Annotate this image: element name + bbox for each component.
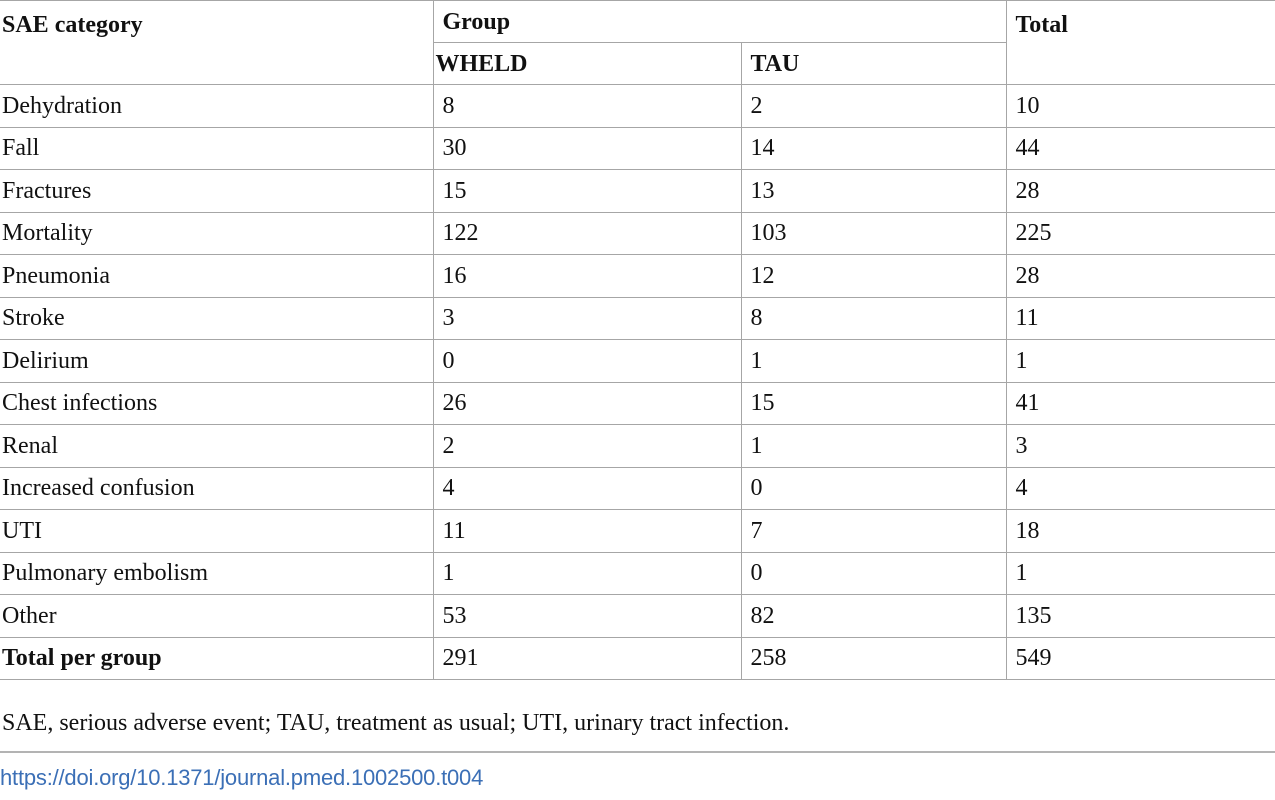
table-row: Dehydration 8 2 10: [0, 84, 1275, 128]
cell-tau: 82: [740, 594, 1007, 638]
header-tau: TAU: [740, 42, 1006, 85]
cell-wheld: 3: [432, 296, 742, 340]
cell-wheld: 0: [432, 339, 742, 383]
sae-table-container: SAE category Group Total WHELD TAU Dehyd…: [0, 0, 1275, 680]
cell-tau: 1: [740, 339, 1007, 383]
cell-total: 1: [1005, 551, 1275, 595]
divider: [0, 751, 1275, 753]
cell-tau: 13: [740, 169, 1007, 213]
cell-total: 41: [1005, 381, 1275, 425]
cell-total: 1: [1005, 339, 1275, 383]
table-header-row: SAE category Group Total: [0, 0, 1275, 85]
cell-wheld: 15: [432, 169, 742, 213]
table-row: Stroke 3 8 11: [0, 296, 1275, 340]
cell-wheld-total: 291: [432, 636, 742, 680]
cell-total: 225: [1005, 211, 1275, 255]
cell-total: 3: [1005, 424, 1275, 468]
cell-total: 4: [1005, 466, 1275, 510]
cell-total: 18: [1005, 509, 1275, 553]
sae-table: SAE category Group Total WHELD TAU Dehyd…: [0, 0, 1275, 680]
cell-tau: 103: [740, 211, 1007, 255]
table-row: Fall 30 14 44: [0, 126, 1275, 170]
header-sae-category: SAE category: [0, 0, 434, 85]
table-row: Pulmonary embolism 1 0 1: [0, 551, 1275, 595]
cell-tau: 15: [740, 381, 1007, 425]
table-row: UTI 11 7 18: [0, 509, 1275, 553]
table-row: Chest infections 26 15 41: [0, 381, 1275, 425]
table-row: Renal 2 1 3: [0, 424, 1275, 468]
table-total-row: Total per group 291 258 549: [0, 636, 1275, 680]
cell-total: 11: [1005, 296, 1275, 340]
table-row: Delirium 0 1 1: [0, 339, 1275, 383]
header-wheld: WHELD: [433, 42, 742, 85]
table-row: Mortality 122 103 225: [0, 211, 1275, 255]
cell-wheld: 2: [432, 424, 742, 468]
cell-category: Pulmonary embolism: [0, 551, 434, 595]
cell-category: Fall: [0, 126, 434, 170]
table-footnote: SAE, serious adverse event; TAU, treatme…: [2, 710, 790, 736]
table-subheader-row: WHELD TAU: [0, 42, 1275, 85]
cell-tau: 7: [740, 509, 1007, 553]
cell-tau-total: 258: [740, 636, 1007, 680]
cell-wheld: 1: [432, 551, 742, 595]
cell-category: Delirium: [0, 339, 434, 383]
cell-wheld: 30: [432, 126, 742, 170]
cell-category: Pneumonia: [0, 254, 434, 298]
cell-category: Stroke: [0, 296, 434, 340]
doi-link[interactable]: https://doi.org/10.1371/journal.pmed.100…: [0, 765, 484, 790]
cell-wheld: 53: [432, 594, 742, 638]
cell-total: 28: [1005, 169, 1275, 213]
cell-tau: 0: [740, 551, 1007, 595]
cell-total-label: Total per group: [0, 636, 434, 680]
cell-tau: 0: [740, 466, 1007, 510]
cell-category: Renal: [0, 424, 434, 468]
header-total: Total: [1005, 0, 1275, 85]
cell-category: Fractures: [0, 169, 434, 213]
cell-tau: 8: [740, 296, 1007, 340]
cell-category: Chest infections: [0, 381, 434, 425]
cell-category: UTI: [0, 509, 434, 553]
cell-tau: 14: [740, 126, 1007, 170]
cell-total: 28: [1005, 254, 1275, 298]
table-row: Increased confusion 4 0 4: [0, 466, 1275, 510]
table-row: Other 53 82 135: [0, 594, 1275, 638]
cell-total: 135: [1005, 594, 1275, 638]
cell-wheld: 122: [432, 211, 742, 255]
cell-total: 10: [1005, 84, 1275, 128]
cell-tau: 12: [740, 254, 1007, 298]
cell-category: Mortality: [0, 211, 434, 255]
table-row: Pneumonia 16 12 28: [0, 254, 1275, 298]
cell-wheld: 8: [432, 84, 742, 128]
cell-wheld: 11: [432, 509, 742, 553]
cell-wheld: 26: [432, 381, 742, 425]
header-group: Group: [432, 0, 1007, 43]
cell-category: Dehydration: [0, 84, 434, 128]
cell-grand-total: 549: [1005, 636, 1275, 680]
table-row: Fractures 15 13 28: [0, 169, 1275, 213]
cell-tau: 2: [740, 84, 1007, 128]
cell-category: Increased confusion: [0, 466, 434, 510]
cell-wheld: 16: [432, 254, 742, 298]
cell-total: 44: [1005, 126, 1275, 170]
cell-tau: 1: [740, 424, 1007, 468]
cell-category: Other: [0, 594, 434, 638]
cell-wheld: 4: [432, 466, 742, 510]
